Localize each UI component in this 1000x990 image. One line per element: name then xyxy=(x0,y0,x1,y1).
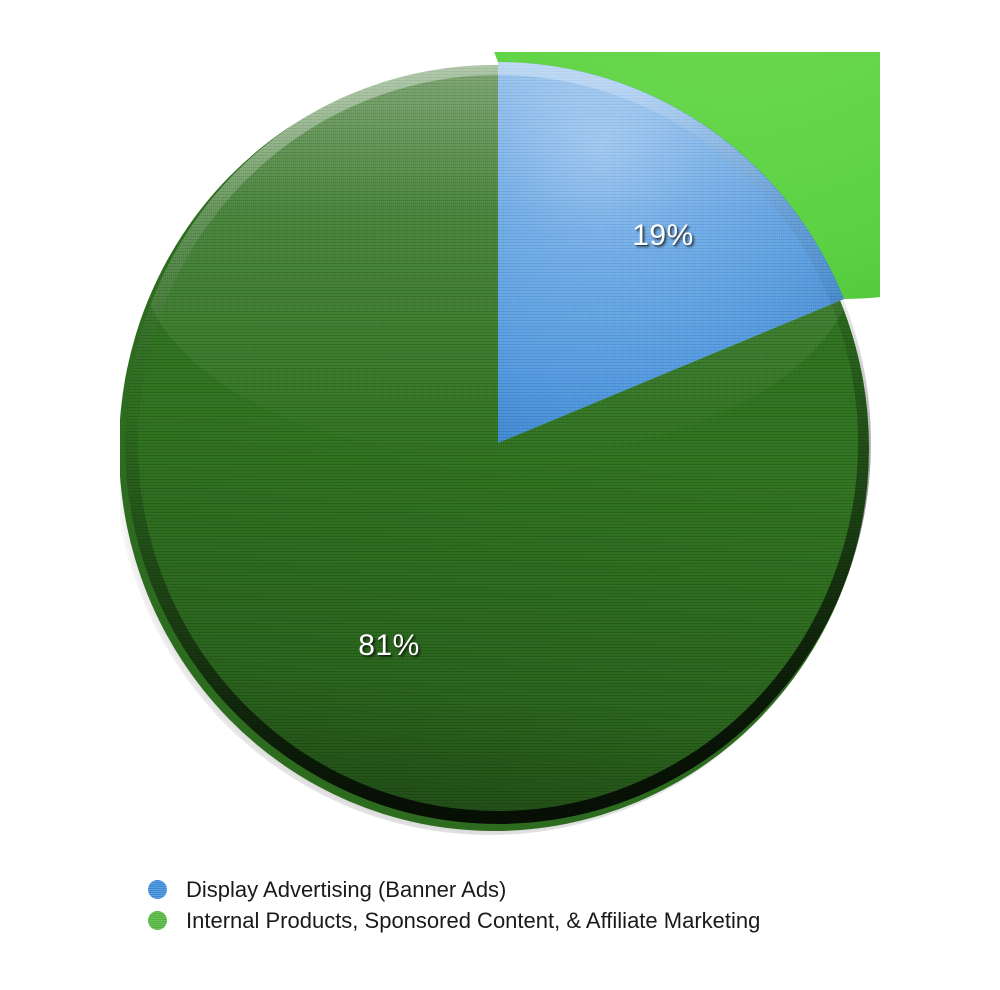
legend-circle-marker-icon xyxy=(148,880,167,899)
legend-circle-marker-icon xyxy=(148,911,167,930)
pie-bottom-shading xyxy=(125,62,871,824)
pie-svg xyxy=(120,52,880,835)
legend-item-display-advertising[interactable]: Display Advertising (Banner Ads) xyxy=(148,874,908,905)
legend-item-label: Internal Products, Sponsored Content, & … xyxy=(186,907,761,933)
legend: Display Advertising (Banner Ads) Interna… xyxy=(148,874,908,936)
legend-item-label: Display Advertising (Banner Ads) xyxy=(186,876,507,902)
pie-graphic xyxy=(120,52,880,842)
legend-item-internal-products[interactable]: Internal Products, Sponsored Content, & … xyxy=(148,905,908,936)
